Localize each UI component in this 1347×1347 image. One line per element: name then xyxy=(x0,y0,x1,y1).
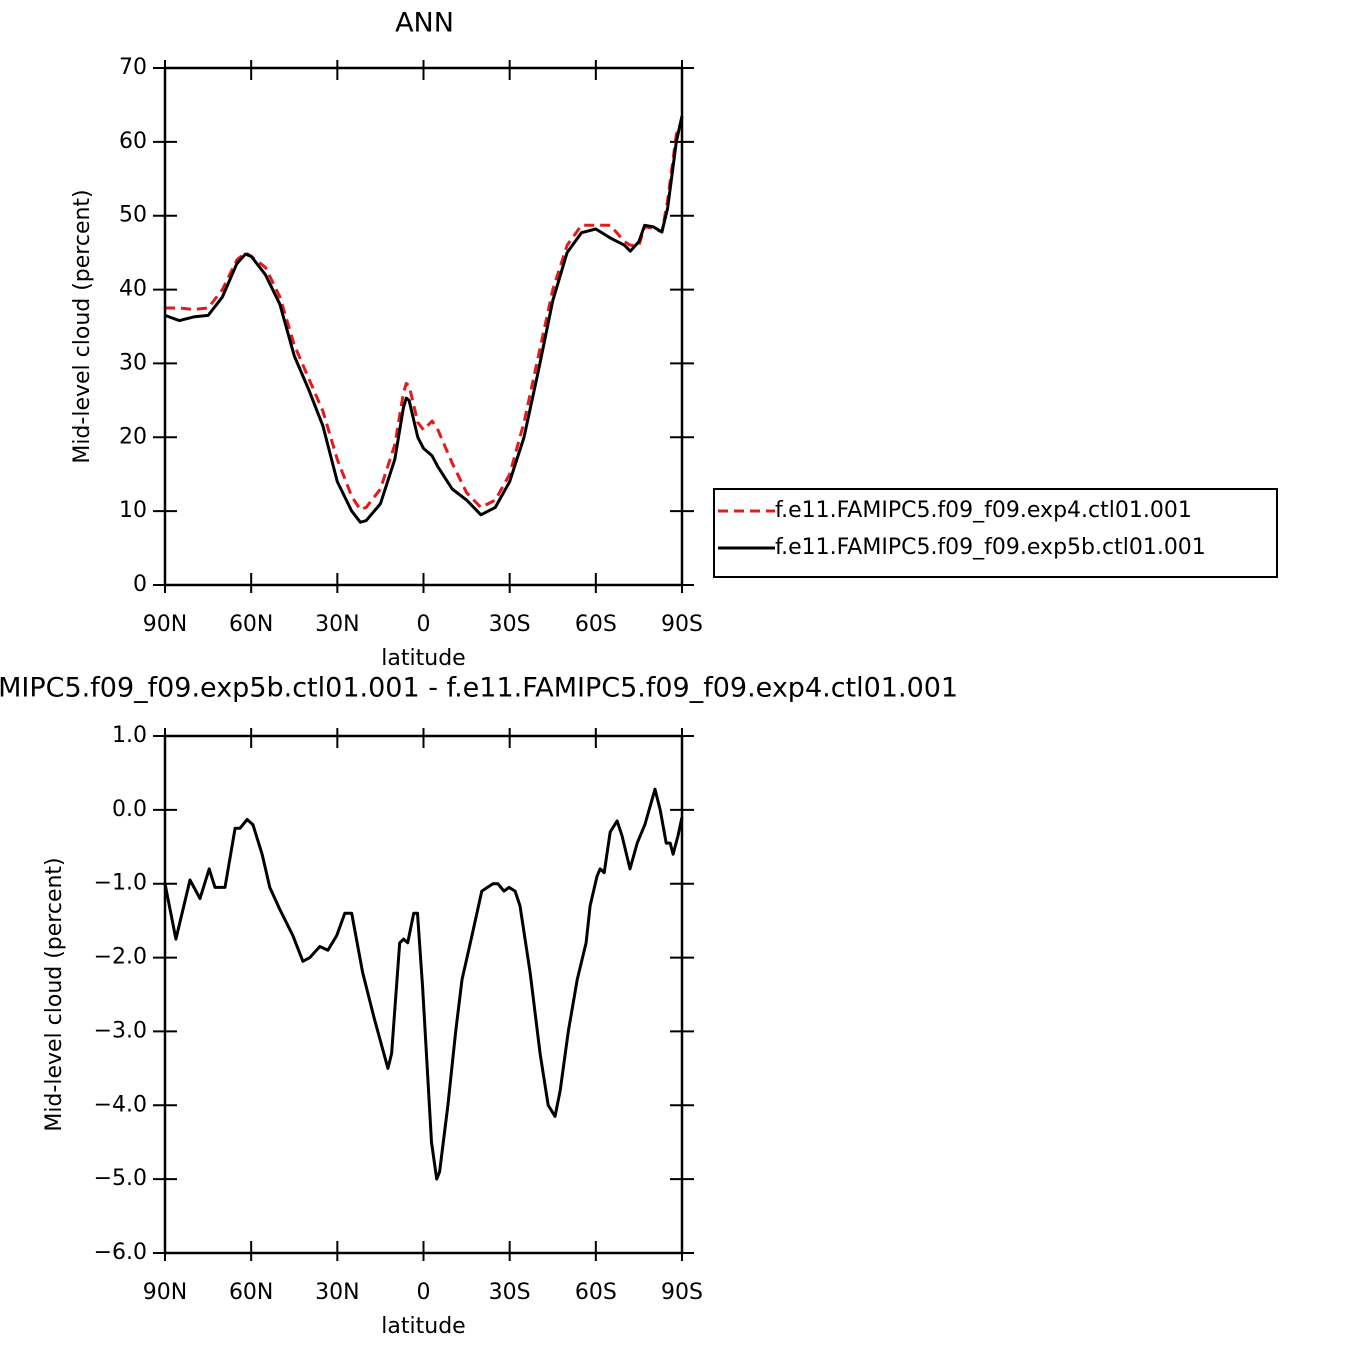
x-tick-label: 0 xyxy=(417,1280,431,1305)
y-tick-label: 1.0 xyxy=(112,723,147,748)
x-tick-label: 60S xyxy=(575,612,617,637)
x-tick-label: 90N xyxy=(143,612,187,637)
y-tick-label: −1.0 xyxy=(94,871,147,896)
x-tick-label: 90S xyxy=(661,1280,703,1305)
x-tick-label: 90S xyxy=(661,612,703,637)
chart-title: ANN xyxy=(395,8,454,39)
x-tick-label: 60N xyxy=(229,1280,273,1305)
x-tick-label: 30N xyxy=(315,1280,359,1305)
y-tick-label: 70 xyxy=(119,55,147,80)
y-tick-label: 50 xyxy=(119,203,147,228)
y-tick-label: −3.0 xyxy=(94,1018,147,1043)
chart-title: f.e11.FAMIPC5.f09_f09.exp5b.ctl01.001 - … xyxy=(0,673,958,704)
x-tick-label: 0 xyxy=(417,612,431,637)
plot-frame xyxy=(163,734,684,1255)
x-tick-label: 60N xyxy=(229,612,273,637)
y-tick-label: −4.0 xyxy=(94,1092,147,1117)
series-line xyxy=(164,115,684,524)
y-tick-label: −5.0 xyxy=(94,1166,147,1191)
y-tick-label: −6.0 xyxy=(94,1240,147,1265)
y-tick-label: 30 xyxy=(119,350,147,375)
y-tick-label: 20 xyxy=(119,424,147,449)
x-axis-label: latitude xyxy=(381,1314,465,1339)
y-tick-label: 0 xyxy=(133,572,147,597)
legend-box xyxy=(713,488,1278,578)
series-line xyxy=(165,119,684,512)
series-line xyxy=(163,787,684,1181)
plot-frame xyxy=(163,66,684,587)
y-tick-label: 60 xyxy=(119,129,147,154)
y-tick-label: 40 xyxy=(119,277,147,302)
x-tick-label: 30S xyxy=(489,1280,531,1305)
y-tick-label: 0.0 xyxy=(112,797,147,822)
x-tick-label: 60S xyxy=(575,1280,617,1305)
legend-label: f.e11.FAMIPC5.f09_f09.exp5b.ctl01.001 xyxy=(775,535,1206,560)
x-axis-label: latitude xyxy=(381,646,465,671)
y-axis-label: Mid-level cloud (percent) xyxy=(70,189,95,463)
x-tick-label: 90N xyxy=(143,1280,187,1305)
y-axis-label: Mid-level cloud (percent) xyxy=(42,857,67,1131)
x-tick-label: 30N xyxy=(315,612,359,637)
legend-label: f.e11.FAMIPC5.f09_f09.exp4.ctl01.001 xyxy=(775,498,1192,523)
y-tick-label: 10 xyxy=(119,498,147,523)
y-tick-label: −2.0 xyxy=(94,945,147,970)
x-tick-label: 30S xyxy=(489,612,531,637)
